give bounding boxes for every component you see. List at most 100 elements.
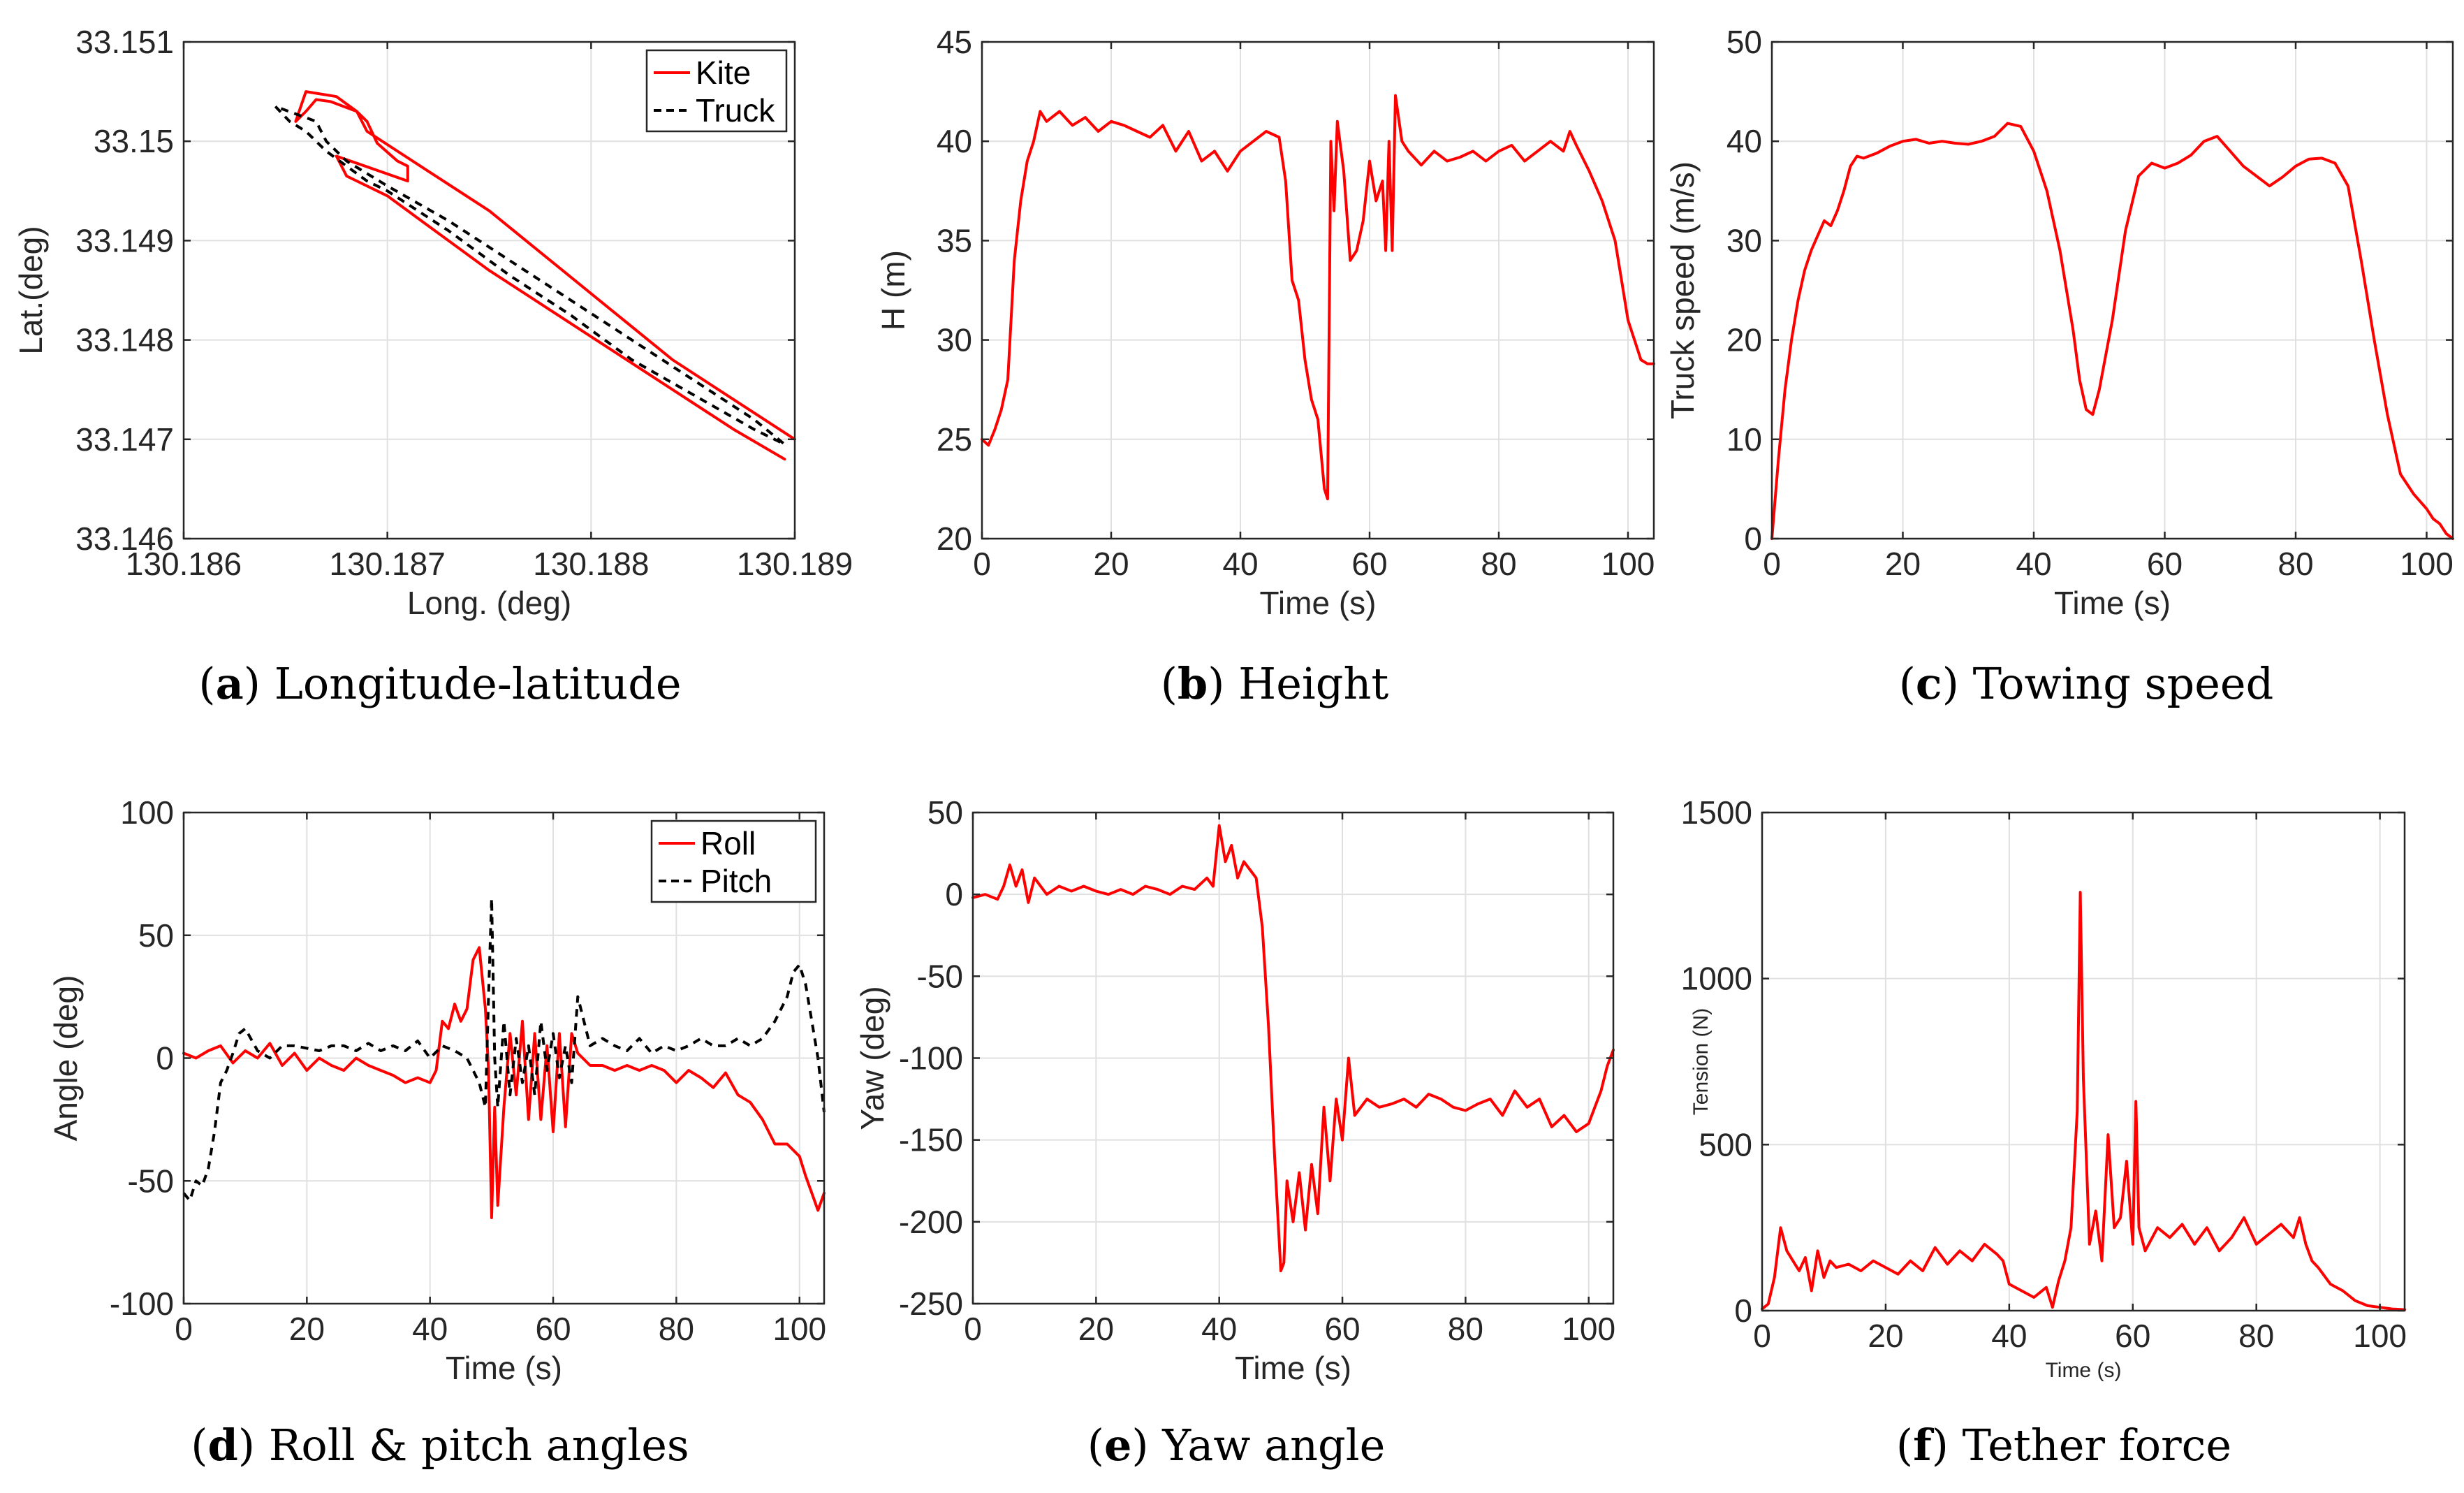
y-axis-label: Lat.(deg) [13,226,49,354]
x-tick-label: 20 [1093,546,1129,582]
y-tick-label: 33.15 [94,123,174,159]
axes-box [981,41,1655,540]
y-tick-label: -100 [110,1286,174,1322]
axes-box [1770,41,2454,540]
x-tick-label: 100 [1562,1311,1615,1347]
plot-area [1772,42,2453,539]
x-axis-label: Time (s) [2054,585,2171,621]
panel-caption: (e) Yaw angle [1087,1420,1386,1471]
series-line-roll [182,946,826,1219]
caption-paren: ) [238,1420,269,1471]
series-line-truck-speed [1770,122,2454,540]
caption-letter: d [207,1420,237,1471]
caption-text: Towing speed [1973,658,2274,709]
y-tick-label: -100 [899,1040,963,1077]
legend-box [650,820,817,903]
y-axis-label: H (m) [875,250,911,330]
y-tick-label: 45 [937,24,972,60]
x-tick-label: 20 [1078,1311,1114,1347]
y-tick-label: 50 [927,794,963,831]
x-tick-label: 40 [1201,1311,1237,1347]
caption-text: Roll & pitch angles [269,1420,689,1471]
caption-paren: ( [191,1420,207,1471]
y-tick-label: 33.147 [75,421,174,458]
y-tick-label: -50 [917,958,963,994]
x-axis-label: Time (s) [446,1350,562,1386]
y-tick-label: 1500 [1681,794,1752,831]
y-tick-label: 35 [937,222,972,258]
y-tick-label: 10 [1726,421,1762,458]
x-tick-label: 20 [289,1311,325,1347]
series-line-tension [1761,891,2406,1311]
y-tick-label: -250 [899,1286,963,1322]
series-line-truck [274,105,786,446]
x-axis-label: Time (s) [2046,1359,2122,1382]
panel-caption: (d) Roll & pitch angles [191,1420,689,1471]
x-tick-label: 0 [1753,1318,1771,1354]
y-tick-label: 40 [937,123,972,159]
x-tick-label: 40 [1222,546,1258,582]
caption-letter: c [1916,658,1942,709]
y-tick-label: 500 [1699,1126,1752,1163]
caption-paren: ( [1899,658,1916,709]
caption-text: Tether force [1963,1420,2231,1471]
series-line-kite [294,90,796,461]
y-tick-label: 0 [156,1040,174,1077]
x-tick-label: 60 [2147,546,2183,582]
y-tick-label: -200 [899,1204,963,1240]
panel-caption: (c) Towing speed [1899,658,2274,709]
y-tick-label: 40 [1726,123,1762,159]
x-tick-label: 130.187 [330,546,446,582]
y-tick-label: 25 [937,421,972,458]
caption-text: Yaw angle [1161,1420,1385,1471]
caption-text: Longitude-latitude [274,658,682,709]
caption-paren: ( [1161,658,1178,709]
caption-text: Height [1238,658,1388,709]
y-tick-label: 1000 [1681,961,1752,997]
legend-label: Kite [696,54,751,91]
y-tick-label: -50 [128,1163,174,1199]
panel-a: 130.186 130.187 130.188 130.189 33.146 33.147… [13,24,853,709]
x-tick-label: 100 [772,1311,826,1347]
x-tick-label: 100 [1601,546,1655,582]
x-tick-label: 130.188 [533,546,649,582]
y-axis-label: Truck speed (m/s) [1664,161,1701,419]
caption-paren: ) [244,658,274,709]
x-tick-label: 20 [1868,1318,1903,1354]
x-tick-label: 0 [1763,546,1781,582]
x-axis-label: Long. (deg) [407,585,571,621]
x-tick-label: 0 [964,1311,982,1347]
x-tick-label: 20 [1885,546,1921,582]
caption-letter: e [1104,1420,1131,1471]
legend-box [645,49,788,133]
panel-e: 0 20 40 60 80 100 -250 -200 -150 -100 -50 0 50 Time (… [854,794,1615,1471]
y-tick-label: 20 [1726,322,1762,358]
y-tick-label: 20 [937,520,972,557]
x-tick-label: 60 [535,1311,571,1347]
series-line-yaw [971,824,1615,1273]
y-tick-label: 100 [120,794,174,831]
caption-letter: b [1178,658,1208,709]
x-tick-label: 0 [973,546,991,582]
axes-box [1761,811,2406,1312]
x-tick-label: 80 [1448,1311,1483,1347]
x-tick-label: 100 [2353,1318,2407,1354]
legend-label: Pitch [701,863,772,899]
x-tick-label: 80 [2238,1318,2274,1354]
series-line-height [981,94,1655,501]
axes-box [182,41,796,540]
caption-paren: ( [1087,1420,1104,1471]
caption-paren: ) [1131,1420,1162,1471]
y-tick-label: 33.146 [75,520,174,557]
panel-caption: (a) Longitude-latitude [198,658,681,709]
caption-paren: ) [1208,658,1238,709]
y-axis-label: Yaw (deg) [854,986,890,1130]
y-tick-label: 30 [937,322,972,358]
x-axis-label: Time (s) [1235,1350,1351,1386]
y-tick-label: -150 [899,1122,963,1158]
x-tick-label: 60 [1324,1311,1360,1347]
